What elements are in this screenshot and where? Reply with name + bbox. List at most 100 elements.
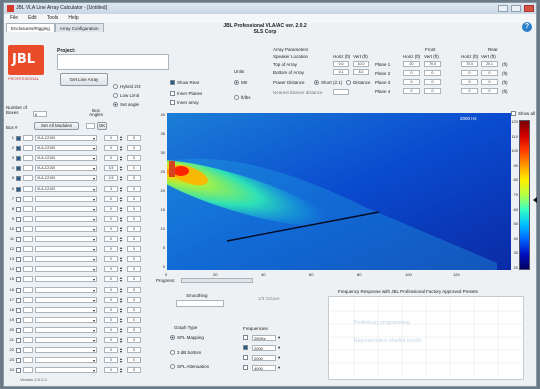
inner-array-checkbox[interactable]: Inner array [170,100,199,105]
frequency-checkbox[interactable] [243,335,248,340]
graph-type-spl-mapping[interactable]: SPL Mapping [170,335,204,340]
row-value-input[interactable]: 0 [127,205,141,212]
apply-button[interactable]: OK [97,122,107,130]
menu-edit[interactable]: Edit [28,15,37,21]
row-angle-spinner[interactable]: ▴ ▾ [120,134,123,142]
row-model-select[interactable] [35,286,97,293]
row-angle-spinner[interactable]: ▴ ▾ [120,356,123,365]
row-value-input[interactable]: 0 [127,316,141,323]
row-model-select[interactable] [35,347,97,354]
row-type-select[interactable] [23,185,33,192]
row-value-input[interactable]: 0 [127,155,141,162]
row-type-select[interactable] [23,337,33,343]
row-angle-input[interactable]: 0 [104,256,118,263]
menu-tools[interactable]: Tools [46,15,59,21]
row-value-input[interactable]: 0 [127,347,141,354]
row-model-select[interactable] [35,357,97,364]
plane-value-input[interactable]: 0 [461,88,478,94]
row-angle-spinner[interactable]: ▴ ▾ [120,154,123,163]
row-model-select[interactable] [35,246,97,253]
row-type-select[interactable] [23,306,33,313]
row-angle-spinner[interactable]: ▴ ▾ [120,224,123,233]
row-enable-checkbox[interactable] [16,338,21,343]
row-type-select[interactable] [23,175,33,182]
plane-value-input[interactable]: 0 [403,88,420,94]
row-angle-input[interactable]: 0 [104,276,118,283]
row-model-select[interactable] [35,296,97,303]
row-type-select[interactable] [23,357,33,364]
plane-value-input[interactable]: 0 [481,88,498,94]
row-enable-checkbox[interactable] [16,216,21,222]
row-enable-checkbox[interactable] [16,327,21,333]
inner-planes-checkbox[interactable]: Inner Planes [170,91,202,96]
row-angle-spinner[interactable]: ▴ ▾ [120,194,123,203]
row-type-select[interactable] [23,347,33,354]
row-angle-spinner[interactable]: ▴ ▾ [120,144,123,153]
row-angle-spinner[interactable]: ▴ ▾ [120,214,123,223]
row-angle-spinner[interactable]: ▴ ▾ [120,285,123,294]
row-enable-checkbox[interactable] [16,307,21,313]
set-all-modules-button[interactable]: Set All Modules [34,122,79,130]
row-type-select[interactable] [23,256,33,263]
row-type-select[interactable] [23,155,33,162]
project-input[interactable] [57,54,169,70]
row-model-select[interactable] [35,276,97,283]
row-enable-checkbox[interactable] [16,348,21,354]
row-angle-spinner[interactable]: ▴ ▾ [120,255,123,264]
row-value-input[interactable]: 0 [127,326,141,333]
plane-value-input[interactable]: 0 [424,70,441,76]
chevron-down-icon[interactable]: ▾ [278,345,281,350]
row-model-select[interactable] [35,195,97,202]
row-angle-input[interactable]: 0 [104,266,118,273]
row-value-input[interactable]: 0 [127,175,141,182]
row-model-select[interactable] [35,316,97,323]
colorbar-pointer-icon[interactable] [533,197,537,203]
graph-type-3db[interactable]: 3 dB bottom [170,350,201,355]
row-value-input[interactable]: 0 [127,185,141,192]
row-angle-input[interactable]: 3.5 [104,165,118,172]
row-value-input[interactable]: 0 [127,225,141,232]
row-enable-checkbox[interactable] [16,176,21,182]
row-enable-checkbox[interactable] [16,267,21,273]
frequency-checkbox[interactable] [243,365,248,370]
row-angle-input[interactable]: 0 [104,135,118,141]
chevron-down-icon[interactable]: ▾ [278,335,281,340]
row-type-select[interactable] [23,205,33,212]
chevron-down-icon[interactable]: ▾ [278,365,281,370]
set-all-angle-input[interactable] [86,123,95,129]
row-angle-input[interactable]: 0 [104,195,118,202]
row-model-select[interactable]: VLA-C2100 [35,135,97,141]
row-value-input[interactable]: 0 [127,256,141,263]
row-angle-spinner[interactable]: ▴ ▾ [120,346,123,355]
row-type-select[interactable] [23,367,33,374]
row-enable-checkbox[interactable] [16,358,21,364]
frequency-checkbox[interactable] [243,345,248,350]
row-enable-checkbox[interactable] [16,166,21,172]
row-type-select[interactable] [23,246,33,253]
row-type-select[interactable] [23,195,33,202]
row-model-select[interactable] [35,306,97,313]
row-model-select[interactable] [35,215,97,222]
row-enable-checkbox[interactable] [16,146,21,152]
row-angle-spinner[interactable]: ▴ ▾ [120,235,123,243]
row-angle-input[interactable]: 0 [104,205,118,212]
row-angle-input[interactable]: 0 [104,357,118,364]
row-enable-checkbox[interactable] [16,136,21,141]
row-value-input[interactable]: 0 [127,306,141,313]
plane-value-input[interactable]: 0 [424,79,441,85]
number-of-boxes-input[interactable]: 6 [33,111,47,117]
row-angle-input[interactable]: 2.5 [104,175,118,182]
row-angle-spinner[interactable]: ▴ ▾ [120,366,123,375]
frequency-checkbox[interactable] [243,355,248,360]
row-value-input[interactable]: 0 [127,357,141,364]
close-button[interactable] [524,5,534,12]
row-angle-spinner[interactable]: ▴ ▾ [120,164,123,173]
row-angle-input[interactable]: 0 [104,236,118,242]
plane-value-input[interactable]: 0 [481,79,498,85]
row-model-select[interactable]: VLA-C2100 [35,185,97,192]
spl-map-plot[interactable] [167,113,511,270]
power-short-radio[interactable]: Short (2:1) [314,80,342,85]
frequency-select[interactable]: 4000 [252,365,276,371]
power-distance-radio[interactable]: Distance [346,80,371,85]
plane-value-input[interactable]: 0 [424,88,441,94]
